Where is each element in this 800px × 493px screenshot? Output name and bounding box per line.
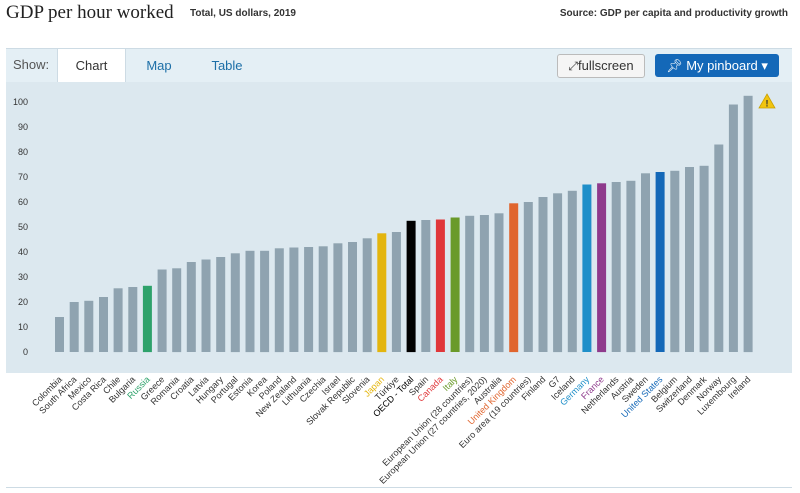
y-tick-label: 10 bbox=[18, 322, 28, 332]
caret-down-icon: ▾ bbox=[761, 58, 768, 73]
pinboard-label: My pinboard bbox=[686, 58, 758, 73]
bar-euro-area-19-countries-[interactable] bbox=[523, 202, 533, 352]
bar-france[interactable] bbox=[597, 183, 607, 353]
bar-norway[interactable] bbox=[714, 144, 724, 353]
bar-poland[interactable] bbox=[274, 248, 284, 353]
bar-lithuania[interactable] bbox=[304, 247, 314, 352]
bar-mexico[interactable] bbox=[84, 300, 94, 353]
header: GDP per hour worked Total, US dollars, 2… bbox=[0, 0, 800, 40]
source-link[interactable]: Source: GDP per capita and productivity … bbox=[559, 8, 788, 19]
bar-romania[interactable] bbox=[172, 268, 182, 353]
bar-germany[interactable] bbox=[582, 184, 592, 353]
bar-czechia[interactable] bbox=[318, 246, 328, 353]
bar-croatia[interactable] bbox=[186, 262, 196, 352]
tab-chart[interactable]: Chart bbox=[57, 49, 126, 82]
bar-switzerland[interactable] bbox=[685, 167, 694, 352]
bar-iceland[interactable] bbox=[567, 190, 577, 353]
fullscreen-label: fullscreen bbox=[577, 58, 634, 73]
tab-table[interactable]: Table bbox=[211, 58, 243, 73]
bar-colombia[interactable] bbox=[55, 317, 64, 352]
page-title: GDP per hour worked bbox=[6, 2, 174, 23]
svg-text:!: ! bbox=[766, 99, 769, 109]
bar-chile[interactable] bbox=[113, 288, 123, 353]
y-tick-label: 60 bbox=[18, 197, 28, 207]
show-label: Show: bbox=[13, 57, 50, 72]
bar-slovak-republic[interactable] bbox=[348, 242, 357, 352]
fullscreen-icon: ⤢ bbox=[568, 59, 578, 73]
pinboard-button[interactable]: 📌︎ My pinboard ▾ bbox=[655, 54, 779, 77]
bar-italy[interactable] bbox=[450, 217, 460, 353]
bar-ireland[interactable] bbox=[743, 95, 753, 353]
bar-latvia[interactable] bbox=[201, 259, 211, 353]
bar-greece[interactable] bbox=[157, 269, 167, 353]
bar-belgium[interactable] bbox=[670, 170, 680, 353]
bar-g7[interactable] bbox=[553, 193, 563, 353]
y-tick-label: 20 bbox=[18, 297, 28, 307]
bar-costa-rica[interactable] bbox=[99, 297, 108, 352]
fullscreen-button[interactable]: ⤢fullscreen bbox=[557, 54, 645, 78]
bar-european-union-28-countries-[interactable] bbox=[465, 215, 475, 353]
bar-t-rkiye[interactable] bbox=[391, 232, 401, 352]
bar-finland[interactable] bbox=[538, 197, 548, 352]
bar-bulgaria[interactable] bbox=[128, 287, 138, 352]
bar-australia[interactable] bbox=[494, 213, 504, 353]
bar-korea[interactable] bbox=[260, 250, 270, 353]
bar-japan[interactable] bbox=[377, 233, 387, 353]
bar-new-zealand[interactable] bbox=[289, 247, 299, 353]
y-tick-label: 30 bbox=[18, 272, 28, 282]
y-tick-label: 0 bbox=[23, 347, 28, 357]
bar-canada[interactable] bbox=[435, 219, 445, 353]
bar-netherlands[interactable] bbox=[611, 182, 621, 352]
bar-oecd-total[interactable] bbox=[406, 220, 416, 353]
bottom-divider bbox=[6, 487, 792, 488]
bar-israel[interactable] bbox=[333, 243, 343, 353]
bar-hungary[interactable] bbox=[216, 257, 226, 352]
page-subtitle: Total, US dollars, 2019 bbox=[190, 8, 296, 19]
bar-sweden[interactable] bbox=[641, 173, 650, 353]
bar-austria[interactable] bbox=[626, 180, 636, 353]
warning-icon[interactable]: ! bbox=[758, 93, 776, 109]
bar-russia[interactable] bbox=[142, 285, 152, 353]
y-tick-label: 80 bbox=[18, 147, 28, 157]
bar-united-states[interactable] bbox=[655, 172, 665, 352]
y-tick-label: 70 bbox=[18, 172, 28, 182]
bar-denmark[interactable] bbox=[699, 165, 709, 353]
bar-european-union-27-countries-2020-[interactable] bbox=[479, 215, 489, 352]
bar-portugal[interactable] bbox=[230, 253, 240, 353]
y-tick-label: 100 bbox=[13, 97, 28, 107]
bar-slovenia[interactable] bbox=[362, 238, 372, 353]
y-tick-label: 40 bbox=[18, 247, 28, 257]
bar-spain[interactable] bbox=[421, 220, 431, 352]
toolbar: Show: Chart Map Table ⤢fullscreen 📌︎ My … bbox=[6, 48, 792, 82]
bar-united-kingdom[interactable] bbox=[509, 203, 519, 353]
tab-map[interactable]: Map bbox=[146, 58, 172, 73]
y-tick-label: 50 bbox=[18, 222, 28, 232]
bar-luxembourg[interactable] bbox=[728, 104, 738, 353]
pin-icon: 📌︎ bbox=[666, 58, 683, 73]
bar-south-africa[interactable] bbox=[69, 302, 79, 352]
y-tick-label: 90 bbox=[18, 122, 28, 132]
bar-estonia[interactable] bbox=[245, 250, 255, 353]
